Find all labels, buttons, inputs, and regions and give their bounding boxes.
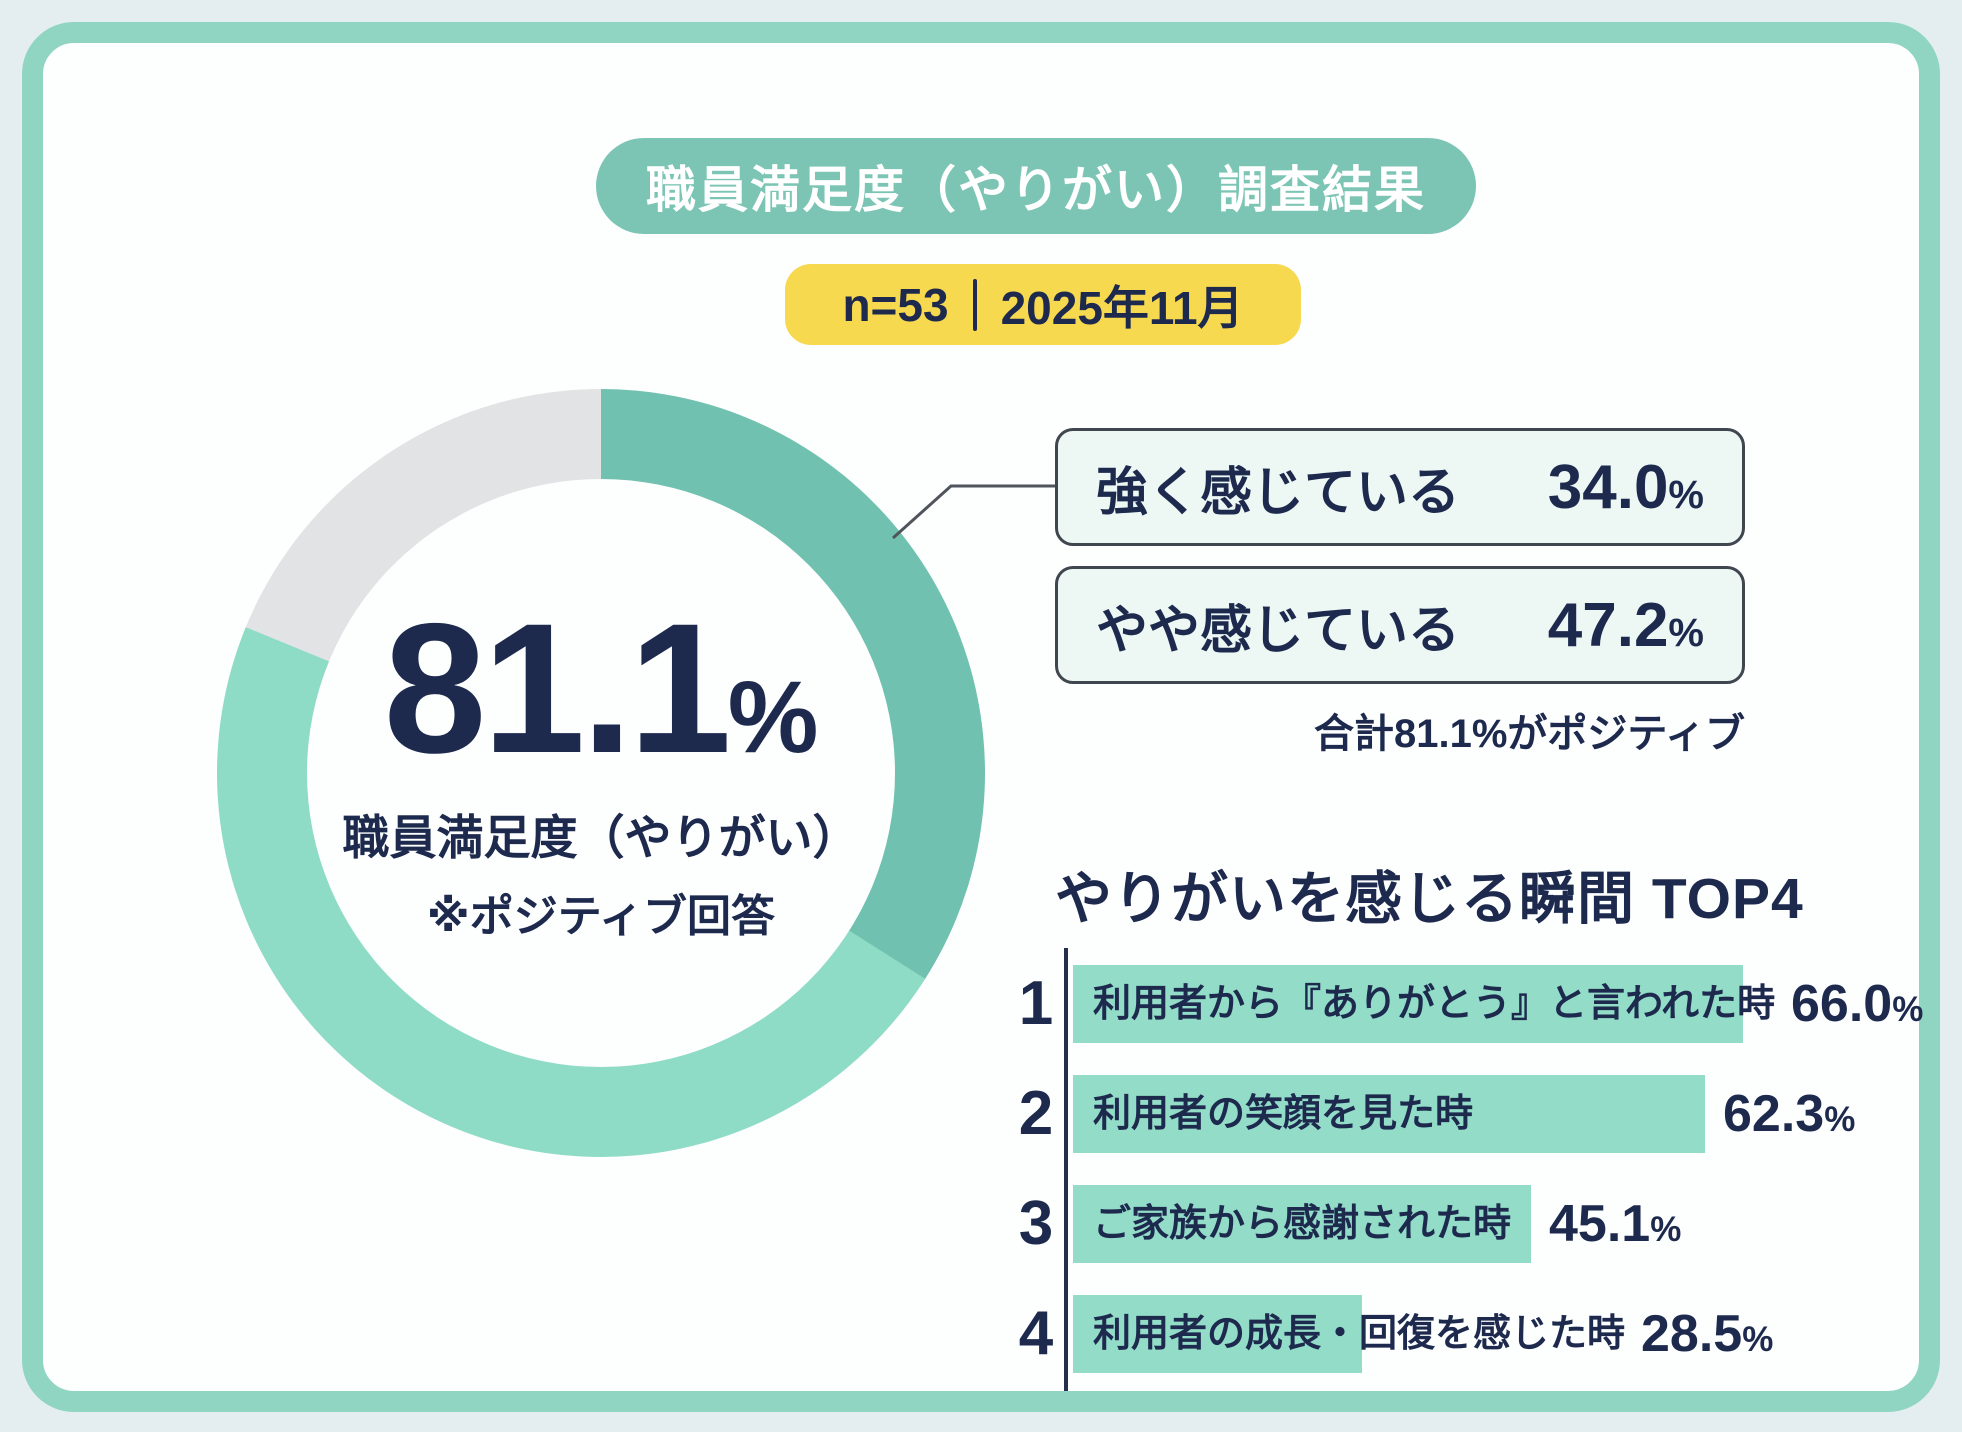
ranking-bar (1073, 1295, 1362, 1373)
ranking-row: 2 利用者の笑顔を見た時 62.3% (1011, 1075, 1961, 1153)
ranking-row: 4 利用者の成長・回復を感じた時 28.5% (1011, 1295, 1961, 1373)
donut-chart: 81.1% 職員満足度（やりがい） ※ポジティブ回答 (217, 389, 985, 1157)
ranking-bar-label: 利用者の成長・回復を感じた時 (1093, 1313, 1626, 1355)
callout-leader-line (891, 484, 1055, 540)
ranking-bar-label: 利用者の笑顔を見た時 (1093, 1093, 1474, 1135)
donut-center-note: ※ポジティブ回答 (426, 892, 776, 942)
sample-size-label: n=53 (842, 278, 949, 331)
rank-number: 1 (1018, 969, 1054, 1038)
ranking-bar-value: 28.5% (1641, 1305, 1774, 1363)
ranking-bar-value: 62.3% (1723, 1085, 1856, 1143)
callout-somewhat-feel: やや感じている 47.2% (1055, 566, 1745, 684)
rank-number: 3 (1018, 1189, 1054, 1258)
survey-meta-badge: n=53 2025年11月 (785, 264, 1301, 345)
ranking-row: 1 利用者から『ありがとう』と言われた時 66.0% (1011, 965, 1961, 1043)
badge-divider (972, 278, 977, 331)
total-positive-note: 合計81.1%がポジティブ (1313, 712, 1745, 756)
donut-center-label: 職員満足度（やりがい） (342, 811, 860, 865)
callout-value: 47.2% (1547, 590, 1704, 660)
ranking-section-title: やりがいを感じる瞬間 TOP4 (1055, 867, 1804, 931)
donut-hole (307, 479, 895, 1067)
survey-date-label: 2025年11月 (1000, 281, 1244, 334)
page-title: 職員満足度（やりがい）調査結果 (646, 162, 1426, 218)
ranking-row: 3 ご家族から感謝された時 45.1% (1011, 1185, 1961, 1263)
rank-number: 2 (1018, 1079, 1054, 1148)
chart-axis-line (1064, 948, 1068, 1391)
content-card: 職員満足度（やりがい）調査結果 n=53 2025年11月 81.1% 職員満足… (22, 22, 1940, 1412)
ranking-bar (1073, 965, 1743, 1043)
page-title-banner: 職員満足度（やりがい）調査結果 (596, 138, 1476, 234)
callout-strongly-feel: 強く感じている 34.0% (1055, 428, 1745, 546)
ranking-bar-label: ご家族から感謝された時 (1093, 1203, 1512, 1245)
donut-center-value: 81.1% (383, 585, 819, 792)
rank-number: 4 (1018, 1299, 1054, 1368)
ranking-bar (1073, 1185, 1531, 1263)
ranking-bar-chart: 1 利用者から『ありがとう』と言われた時 66.0% 2 利用者の笑顔を見た時 … (1011, 948, 1961, 1418)
ranking-bar (1073, 1075, 1705, 1153)
callout-label: 強く感じている (1096, 463, 1461, 522)
ranking-bar-value: 45.1% (1549, 1195, 1682, 1253)
callout-label: やや感じている (1096, 601, 1461, 660)
donut-center-text: 81.1% 職員満足度（やりがい） ※ポジティブ回答 (307, 479, 895, 1067)
ranking-bar-label: 利用者から『ありがとう』と言われた時 (1093, 983, 1776, 1025)
ranking-bar-value: 66.0% (1791, 975, 1924, 1033)
callout-value: 34.0% (1547, 452, 1704, 522)
